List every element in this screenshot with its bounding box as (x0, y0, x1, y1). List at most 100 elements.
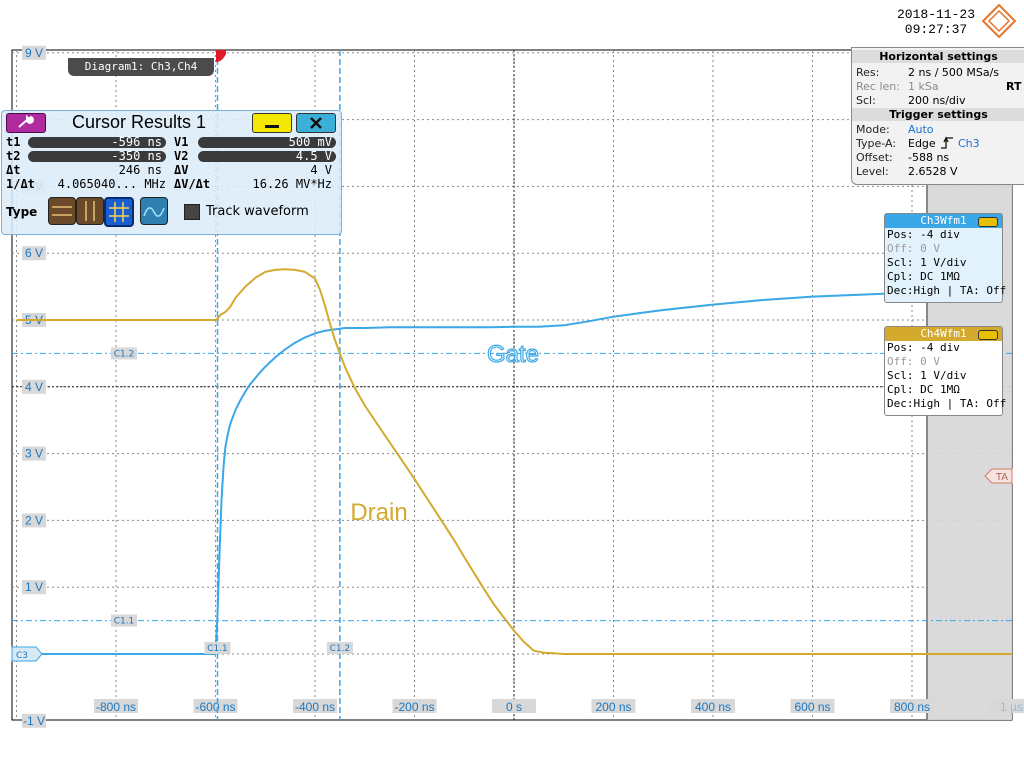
x-tick-label: -600 ns (195, 700, 235, 714)
cursor-label-c1-1-v-bg (204, 642, 231, 654)
settings-panel[interactable]: Horizontal settings Res: 2 ns / 500 MSa/… (851, 47, 1024, 185)
date: 2018-11-23 (896, 7, 975, 22)
date-time: 2018-11-23 09:27:37 (876, 7, 996, 37)
t2-value: -350 ns (28, 150, 166, 162)
ch3-title-text: Ch3Wfm1 (920, 214, 967, 227)
y-tick-bg (22, 446, 46, 461)
diagram-tab[interactable]: Diagram1: Ch3,Ch4 (68, 58, 214, 76)
level-value: 2.6528 V (908, 165, 958, 178)
cursor-label-c1-2-v-bg (326, 642, 353, 654)
ch3-marker-label: C3 (16, 651, 28, 661)
dvdt-value: 16.26 MV*Hz (252, 177, 332, 191)
y-tick-bg (22, 580, 46, 595)
horizontal-settings-header: Horizontal settings (852, 50, 1024, 63)
v1-label: V1 (174, 135, 189, 149)
series-gate (16, 291, 913, 655)
x-tick-label: -400 ns (295, 700, 335, 714)
v2-label: V2 (174, 149, 189, 163)
level-label: Level: (856, 165, 889, 178)
y-tick-label: 3 V (25, 447, 43, 461)
trigger-level-marker: TA (984, 468, 1013, 484)
cursor-row-1: t1 -596 ns V1 500 mV (2, 136, 341, 149)
rec-label: Rec len: (856, 80, 900, 93)
y-tick-bg (22, 246, 46, 261)
x-tick-label: -800 ns (96, 700, 136, 714)
series-label-drain: Drain (350, 499, 407, 526)
both-cursor-icon[interactable] (104, 197, 134, 227)
x-tick-bg (293, 699, 337, 713)
v1-value: 500 mV (198, 136, 336, 148)
minimize-icon[interactable] (252, 113, 292, 133)
ta-marker-shape (984, 468, 1013, 484)
x-tick-bg (392, 699, 437, 713)
trigger-source: Ch3 (958, 137, 980, 150)
mode-label: Mode: (856, 123, 890, 136)
y-tick-label: -1 V (23, 714, 45, 728)
res-value: 2 ns / 500 MSa/s (908, 66, 1000, 79)
ch3-title: Ch3Wfm1 (885, 214, 1002, 228)
ch4-off: Off: 0 V (887, 355, 940, 368)
ch4-title-text: Ch4Wfm1 (920, 327, 967, 340)
x-tick-bg (591, 699, 636, 713)
cursor-results-dialog[interactable]: Cursor Results 1 t1 -596 ns V1 500 mV t2… (1, 110, 342, 235)
ch3-info-box[interactable]: Ch3Wfm1 Pos: -4 div Off: 0 V Scl: 1 V/di… (884, 213, 1007, 303)
ch3-menu-icon[interactable] (978, 217, 998, 227)
vertical-cursor-icon[interactable] (76, 197, 104, 225)
rec-value: 1 kSa (908, 80, 939, 93)
cursor-row-4: 1/Δt 4.065040... MHz ΔV/Δt 16.26 MV*Hz (2, 178, 341, 191)
cursor-label-c1-2-h: C1.2 (114, 349, 135, 359)
offset-label: Offset: (856, 151, 893, 164)
delta-v-value: 4 V (310, 163, 332, 177)
x-tick-bg (492, 699, 536, 713)
rt-tag: RT (1006, 80, 1022, 93)
x-tick-label: -200 ns (394, 700, 434, 714)
ch4-dec: Dec:High | TA: Off (887, 397, 1007, 410)
cursor-row-2: t2 -350 ns V2 4.5 V (2, 150, 341, 163)
x-tick-label: 600 ns (794, 700, 830, 714)
ch3-dec: Dec:High | TA: Off (887, 284, 1007, 297)
ch4-scl: Scl: 1 V/div (887, 369, 967, 382)
ch3-pos: Pos: -4 div (887, 228, 960, 241)
waveform-cursor-icon[interactable] (140, 197, 168, 225)
ch3-off: Off: 0 V (887, 242, 940, 255)
series-label-gate: Gate (487, 341, 539, 368)
x-tick-bg (890, 699, 934, 713)
track-waveform-checkbox[interactable] (184, 204, 200, 220)
cursor-label-c1-2-v: C1.2 (330, 644, 351, 654)
y-tick-bg (22, 513, 46, 528)
ta-marker-label: TA (995, 472, 1008, 483)
cursor-label-c1-1-h-bg (111, 614, 137, 627)
x-tick-label: 400 ns (695, 700, 731, 714)
cursor-row-3: Δt 246 ns ΔV 4 V (2, 164, 341, 177)
delta-t-label: Δt (6, 163, 21, 177)
x-tick-bg (94, 699, 138, 713)
ch4-menu-icon[interactable] (978, 330, 998, 340)
ch4-title: Ch4Wfm1 (885, 327, 1002, 341)
mode-value: Auto (908, 123, 934, 136)
type-a-value: Edge (908, 137, 936, 150)
offset-value: -588 ns (908, 151, 950, 164)
x-tick-label: 800 ns (894, 700, 930, 714)
ch4-info-box[interactable]: Ch4Wfm1 Pos: -4 div Off: 0 V Scl: 1 V/di… (884, 326, 1007, 416)
wrench-icon[interactable] (6, 113, 46, 133)
res-label: Res: (856, 66, 880, 79)
x-tick-label: 0 s (506, 700, 522, 714)
y-tick-label: 4 V (25, 380, 43, 394)
rising-edge-icon (941, 136, 953, 149)
ch3-cpl: Cpl: DC 1MΩ (887, 270, 960, 283)
ch3-ground-marker: C3 (11, 646, 43, 662)
ch3-marker-shape (11, 646, 43, 662)
cursor-label-c1-2-h-bg (111, 347, 137, 360)
ch3-scl: Scl: 1 V/div (887, 256, 967, 269)
y-tick-label: 9 V (25, 46, 43, 60)
t1-value: -596 ns (28, 136, 166, 148)
scl-value: 200 ns/div (908, 94, 966, 107)
dvdt-label: ΔV/Δt (174, 177, 211, 191)
x-tick-label: 1 µs (1000, 700, 1023, 714)
cursor-results-title: Cursor Results 1 (72, 112, 207, 132)
time: 09:27:37 (904, 22, 968, 37)
x-tick-bg (989, 699, 1024, 713)
close-icon[interactable] (296, 113, 336, 133)
ch4-pos: Pos: -4 div (887, 341, 960, 354)
horizontal-cursor-icon[interactable] (48, 197, 76, 225)
